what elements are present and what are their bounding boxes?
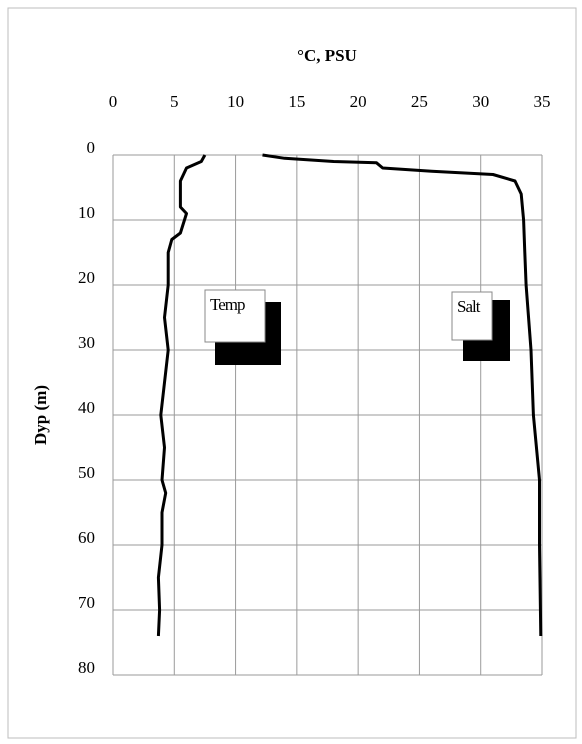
x-tick-label: 15 xyxy=(288,92,305,111)
label-box xyxy=(451,291,493,341)
x-tick-label: 25 xyxy=(411,92,428,111)
y-tick-label: 10 xyxy=(78,203,95,222)
frame xyxy=(7,7,577,739)
series-label: Temp xyxy=(210,295,245,314)
x-tick-label: 5 xyxy=(170,92,179,111)
profile-line xyxy=(262,153,543,637)
y-tick-label: 0 xyxy=(87,138,96,157)
x-tick-label: 0 xyxy=(109,92,118,111)
y-axis-title: Dyp (m) xyxy=(31,385,50,445)
profile-line xyxy=(156,154,207,637)
y-tick-label: 60 xyxy=(78,528,95,547)
y-tick-label: 80 xyxy=(78,658,95,677)
y-tick-label: 20 xyxy=(78,268,95,287)
series-label: Salt xyxy=(457,297,481,316)
x-tick-label: 30 xyxy=(472,92,489,111)
x-tick-label: 10 xyxy=(227,92,244,111)
x-axis-title: °C, PSU xyxy=(297,46,357,65)
y-tick-label: 50 xyxy=(78,463,95,482)
y-tick-label: 40 xyxy=(78,398,95,417)
y-tick-label: 30 xyxy=(78,333,95,352)
x-tick-label: 35 xyxy=(534,92,551,111)
label-box xyxy=(204,289,266,343)
y-tick-label: 70 xyxy=(78,593,95,612)
x-tick-label: 20 xyxy=(350,92,367,111)
